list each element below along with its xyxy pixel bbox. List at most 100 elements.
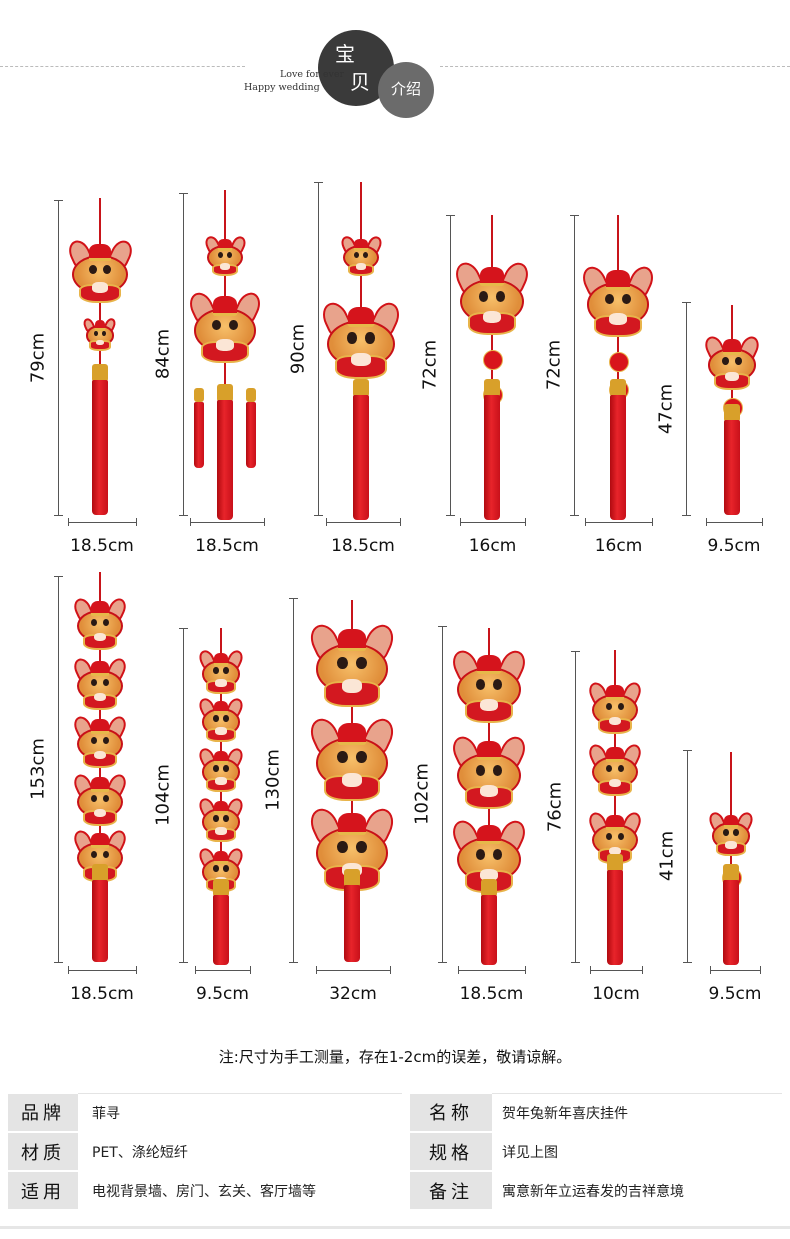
dimension-tick <box>316 966 317 974</box>
rabbit-hat <box>94 320 106 331</box>
rabbit-paws <box>215 777 227 785</box>
spec-key: 品牌 <box>8 1093 78 1133</box>
rabbit-hat <box>218 238 232 251</box>
dimension-tick <box>458 966 459 974</box>
rabbit-eye <box>94 330 99 336</box>
rabbit-eye <box>223 865 229 872</box>
section-badge-small-circle <box>378 62 434 118</box>
dimension-tick <box>762 518 763 526</box>
dimension-tick <box>682 515 691 516</box>
rabbit-ornament <box>196 795 246 844</box>
rabbit-hat <box>338 723 366 746</box>
badge-subtitle: 介绍 <box>390 80 421 98</box>
rabbit-eye <box>492 764 502 776</box>
rabbit-eye <box>217 251 223 258</box>
tassel-cap <box>194 388 204 402</box>
rabbit-paws <box>725 841 737 849</box>
spec-value: 寓意新年立运春发的吉祥意境 <box>492 1170 782 1211</box>
width-label: 18.5cm <box>195 536 259 556</box>
dimension-tick <box>250 966 251 974</box>
rabbit-eye <box>88 265 97 275</box>
rabbit-eye <box>90 678 98 687</box>
rabbit-hat <box>213 296 237 316</box>
rabbit-paws <box>95 339 105 346</box>
spec-table: 品牌 菲寻 名称 贺年兔新年喜庆挂件 材质 PET、涤纶短纤 规格 详见上图 适… <box>8 1093 782 1211</box>
dimension-tick <box>652 518 653 526</box>
rabbit-hat <box>91 719 109 735</box>
rabbit-eye <box>734 357 742 366</box>
rabbit-eye <box>617 702 625 711</box>
height-dimension-line <box>450 215 451 515</box>
rabbit-ornament <box>451 258 533 338</box>
width-dimension-line <box>458 970 525 971</box>
rabbit-ornament <box>196 745 246 794</box>
dimension-tick <box>446 215 455 216</box>
rabbit-eye <box>337 656 348 669</box>
rabbit-hat <box>213 750 229 764</box>
red-tassel <box>607 870 623 965</box>
height-label-text: 153cm <box>27 738 49 800</box>
rabbit-eye <box>617 832 625 841</box>
red-tassel <box>481 895 497 965</box>
tassel-cap <box>213 879 229 897</box>
dimension-tick <box>54 200 63 201</box>
rabbit-ornament <box>448 646 530 726</box>
dimension-tick <box>760 966 761 974</box>
rabbit-ornament <box>64 237 136 306</box>
dimension-tick <box>289 962 298 963</box>
height-dimension-line <box>58 200 59 515</box>
width-dimension-line <box>68 522 136 523</box>
rabbit-eye <box>733 829 739 836</box>
decorative-knot <box>609 352 629 372</box>
rabbit-ornament <box>71 595 129 652</box>
dimension-tick <box>314 515 323 516</box>
dimension-tick <box>570 215 579 216</box>
rabbit-paws <box>215 679 227 687</box>
spec-key: 名称 <box>410 1093 492 1133</box>
rabbit-paws <box>93 632 107 642</box>
rabbit-eye <box>102 678 110 687</box>
rabbit-hat <box>213 850 229 864</box>
rabbit-hat <box>91 833 109 849</box>
height-label-text: 79cm <box>27 332 49 383</box>
rabbit-paws <box>341 679 363 693</box>
header-divider-left <box>0 66 245 67</box>
rabbit-eye <box>212 320 222 331</box>
height-label-text: 102cm <box>411 763 433 825</box>
rabbit-paws <box>216 339 234 352</box>
rabbit-eye <box>337 750 348 763</box>
rabbit-paws <box>608 716 622 726</box>
rabbit-paws <box>93 750 107 760</box>
width-dimension-line <box>706 522 762 523</box>
rabbit-paws <box>608 846 622 856</box>
spec-value: 详见上图 <box>492 1131 782 1172</box>
rabbit-eye <box>102 794 110 803</box>
rabbit-ornament <box>586 679 644 736</box>
height-label-text: 72cm <box>543 339 565 391</box>
rabbit-eye <box>492 848 502 860</box>
rabbit-eye <box>213 815 219 822</box>
rabbit-paws <box>725 371 739 381</box>
red-tassel <box>92 380 108 515</box>
dimension-tick <box>179 515 188 516</box>
rabbit-eye <box>722 357 730 366</box>
decorative-knot <box>483 350 503 370</box>
dimension-tick <box>446 515 455 516</box>
rabbit-eye <box>617 764 625 773</box>
height-label-text: 104cm <box>152 764 174 826</box>
rabbit-ornament <box>81 316 119 352</box>
rabbit-eye <box>102 618 110 627</box>
rabbit-eye <box>213 865 219 872</box>
rabbit-eye <box>90 736 98 745</box>
tassel-cap <box>607 854 623 872</box>
height-label-text: 47cm <box>655 383 677 434</box>
dimension-tick <box>264 518 265 526</box>
rabbit-paws <box>608 778 622 788</box>
width-dimension-line <box>68 970 136 971</box>
rabbit-hat <box>91 777 109 793</box>
width-label: 16cm <box>468 536 517 556</box>
dimension-tick <box>570 515 579 516</box>
width-dimension-line <box>326 522 400 523</box>
dimension-tick <box>571 651 580 652</box>
width-label: 9.5cm <box>196 984 249 1004</box>
